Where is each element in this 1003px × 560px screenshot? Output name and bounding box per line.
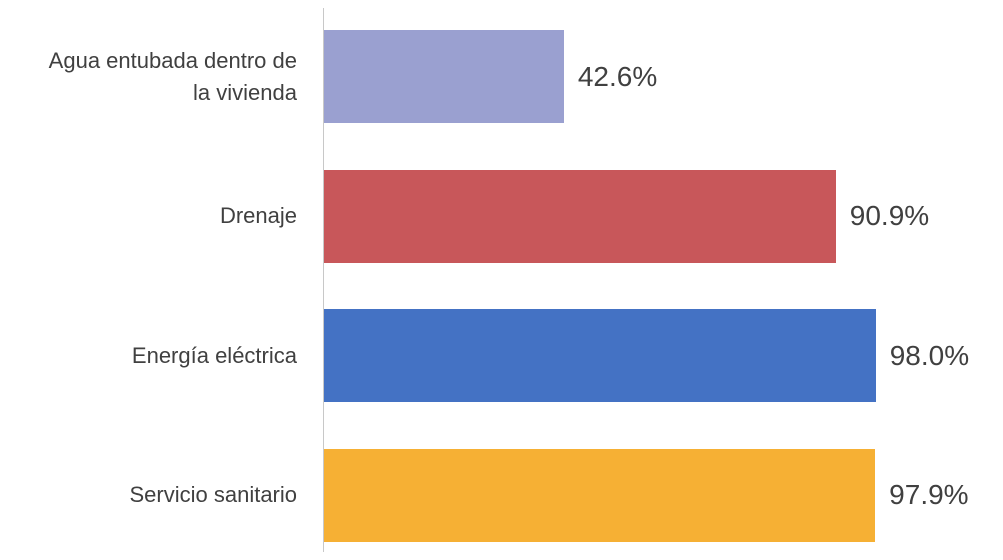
category-label: Drenaje — [219, 203, 297, 229]
bar — [324, 448, 876, 542]
bar — [324, 169, 836, 263]
value-label: 98.0% — [889, 339, 970, 371]
category-label: Energía eléctrica — [131, 342, 297, 368]
bar — [324, 30, 564, 123]
bar — [324, 309, 876, 402]
value-label: 42.6% — [577, 60, 658, 92]
category-label: Agua entubada dentro de la vivienda — [48, 47, 297, 105]
value-label: 90.9% — [849, 200, 930, 231]
axis-line — [323, 8, 324, 552]
category-label: Servicio sanitario — [129, 482, 297, 508]
value-label: 97.9% — [889, 479, 969, 510]
